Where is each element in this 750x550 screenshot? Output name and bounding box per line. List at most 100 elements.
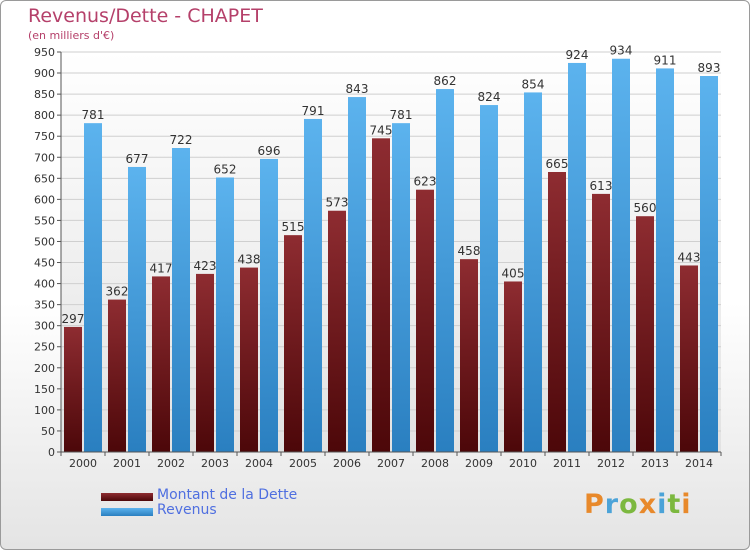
y-tick-label: 550 xyxy=(34,214,55,227)
data-label-dette: 297 xyxy=(62,312,85,326)
bar-dette xyxy=(680,265,698,452)
bar-dette xyxy=(504,281,522,452)
plot-area xyxy=(61,52,721,452)
logo-letter: x xyxy=(638,489,658,520)
y-tick-label: 250 xyxy=(34,341,55,354)
data-label-dette: 423 xyxy=(194,259,217,273)
y-tick-label: 0 xyxy=(48,446,55,459)
logo-letter: i xyxy=(681,489,692,520)
logo-letter: o xyxy=(619,489,639,520)
chart-title: Revenus/Dette - CHAPET xyxy=(28,5,263,27)
bar-revenus xyxy=(260,158,278,452)
y-tick-label: 400 xyxy=(34,278,55,291)
x-tick-label: 2013 xyxy=(641,457,669,470)
grid-lines xyxy=(61,51,721,453)
x-tick-label: 2005 xyxy=(289,457,317,470)
bar-revenus xyxy=(348,97,366,452)
bar-dette xyxy=(636,216,654,452)
y-tick-label: 500 xyxy=(34,235,55,248)
bar-revenus xyxy=(524,92,542,452)
bar-revenus xyxy=(568,62,586,453)
data-label-revenus: 854 xyxy=(522,77,545,91)
bar-revenus xyxy=(392,123,410,452)
legend-label-revenus: Revenus xyxy=(157,502,217,518)
x-tick-label: 2007 xyxy=(377,457,405,470)
data-label-revenus: 893 xyxy=(698,61,721,75)
x-tick-label: 2000 xyxy=(69,457,97,470)
y-tick-label: 850 xyxy=(34,88,55,101)
legend-swatch-revenus xyxy=(101,508,153,516)
logo-letter: t xyxy=(667,489,682,520)
x-tick-label: 2014 xyxy=(685,457,713,470)
y-tick-label: 950 xyxy=(34,46,55,59)
data-label-dette: 613 xyxy=(590,179,613,193)
x-axis: 2000 2001 2002 2003 2004 2005 2006 2007 2008 2009… xyxy=(60,451,722,470)
bar-dette xyxy=(416,189,434,452)
data-label-revenus: 696 xyxy=(258,144,281,158)
bar-dette xyxy=(548,172,566,452)
bar-revenus xyxy=(436,89,454,452)
data-label-dette: 438 xyxy=(238,253,261,267)
legend-swatch-dette xyxy=(101,493,153,501)
bar-dette xyxy=(372,138,390,452)
legend-label-dette: Montant de la Dette xyxy=(157,487,298,503)
x-tick-label: 2001 xyxy=(113,457,141,470)
data-label-dette: 405 xyxy=(502,266,525,280)
x-tick-label: 2002 xyxy=(157,457,185,470)
bar-dette xyxy=(592,193,610,453)
data-label-dette: 515 xyxy=(282,220,305,234)
plot-background xyxy=(61,52,721,452)
bar-revenus xyxy=(128,166,146,452)
x-tick-label: 2011 xyxy=(553,457,581,470)
logo-letter: i xyxy=(657,489,668,520)
bar-revenus xyxy=(700,76,718,452)
x-tick-label: 2008 xyxy=(421,457,449,470)
proxiti-logo: Proxiti xyxy=(584,489,692,520)
bar-dette xyxy=(328,210,346,452)
data-label-revenus: 924 xyxy=(566,48,589,62)
y-tick-label: 600 xyxy=(34,193,55,206)
bar-dette xyxy=(460,259,478,452)
y-tick-label: 350 xyxy=(34,299,55,312)
bar-dette xyxy=(64,326,82,452)
data-label-dette: 745 xyxy=(370,123,393,137)
data-label-revenus: 843 xyxy=(346,82,369,96)
logo-letter: r xyxy=(604,489,620,520)
bar-dette xyxy=(196,273,214,452)
y-tick-label: 900 xyxy=(34,67,55,80)
data-labels: 297 781 362 677 417 722 423 652 438 696 515 791 573 8… xyxy=(62,44,721,326)
data-label-revenus: 862 xyxy=(434,74,457,88)
bar-revenus xyxy=(612,58,630,452)
y-tick-label: 800 xyxy=(34,109,55,122)
y-tick-label: 450 xyxy=(34,257,55,270)
bar-revenus xyxy=(172,148,190,452)
data-label-revenus: 722 xyxy=(170,133,193,147)
data-label-dette: 573 xyxy=(326,196,349,210)
bar-dette xyxy=(240,267,258,452)
data-label-dette: 458 xyxy=(458,244,481,258)
x-tick-label: 2006 xyxy=(333,457,361,470)
bar-revenus xyxy=(480,105,498,452)
data-label-dette: 623 xyxy=(414,175,437,189)
data-label-dette: 443 xyxy=(678,250,701,264)
bar-revenus xyxy=(216,177,234,452)
data-label-revenus: 781 xyxy=(390,108,413,122)
data-label-revenus: 677 xyxy=(126,152,149,166)
bar-revenus xyxy=(656,68,674,452)
bar-revenus xyxy=(84,123,102,452)
logo-letter: P xyxy=(584,489,605,520)
data-label-dette: 362 xyxy=(106,285,129,299)
y-tick-label: 700 xyxy=(34,151,55,164)
data-label-revenus: 824 xyxy=(478,90,501,104)
x-tick-label: 2009 xyxy=(465,457,493,470)
bar-dette xyxy=(152,276,170,452)
data-label-revenus: 934 xyxy=(610,44,633,58)
data-label-revenus: 652 xyxy=(214,162,237,176)
data-label-dette: 665 xyxy=(546,157,569,171)
data-label-dette: 417 xyxy=(150,261,173,275)
y-axis: 0 50 100 150 200 250 300 350 400 450 500 550 600 650 7… xyxy=(34,46,62,459)
data-label-revenus: 781 xyxy=(82,108,105,122)
x-tick-label: 2010 xyxy=(509,457,537,470)
